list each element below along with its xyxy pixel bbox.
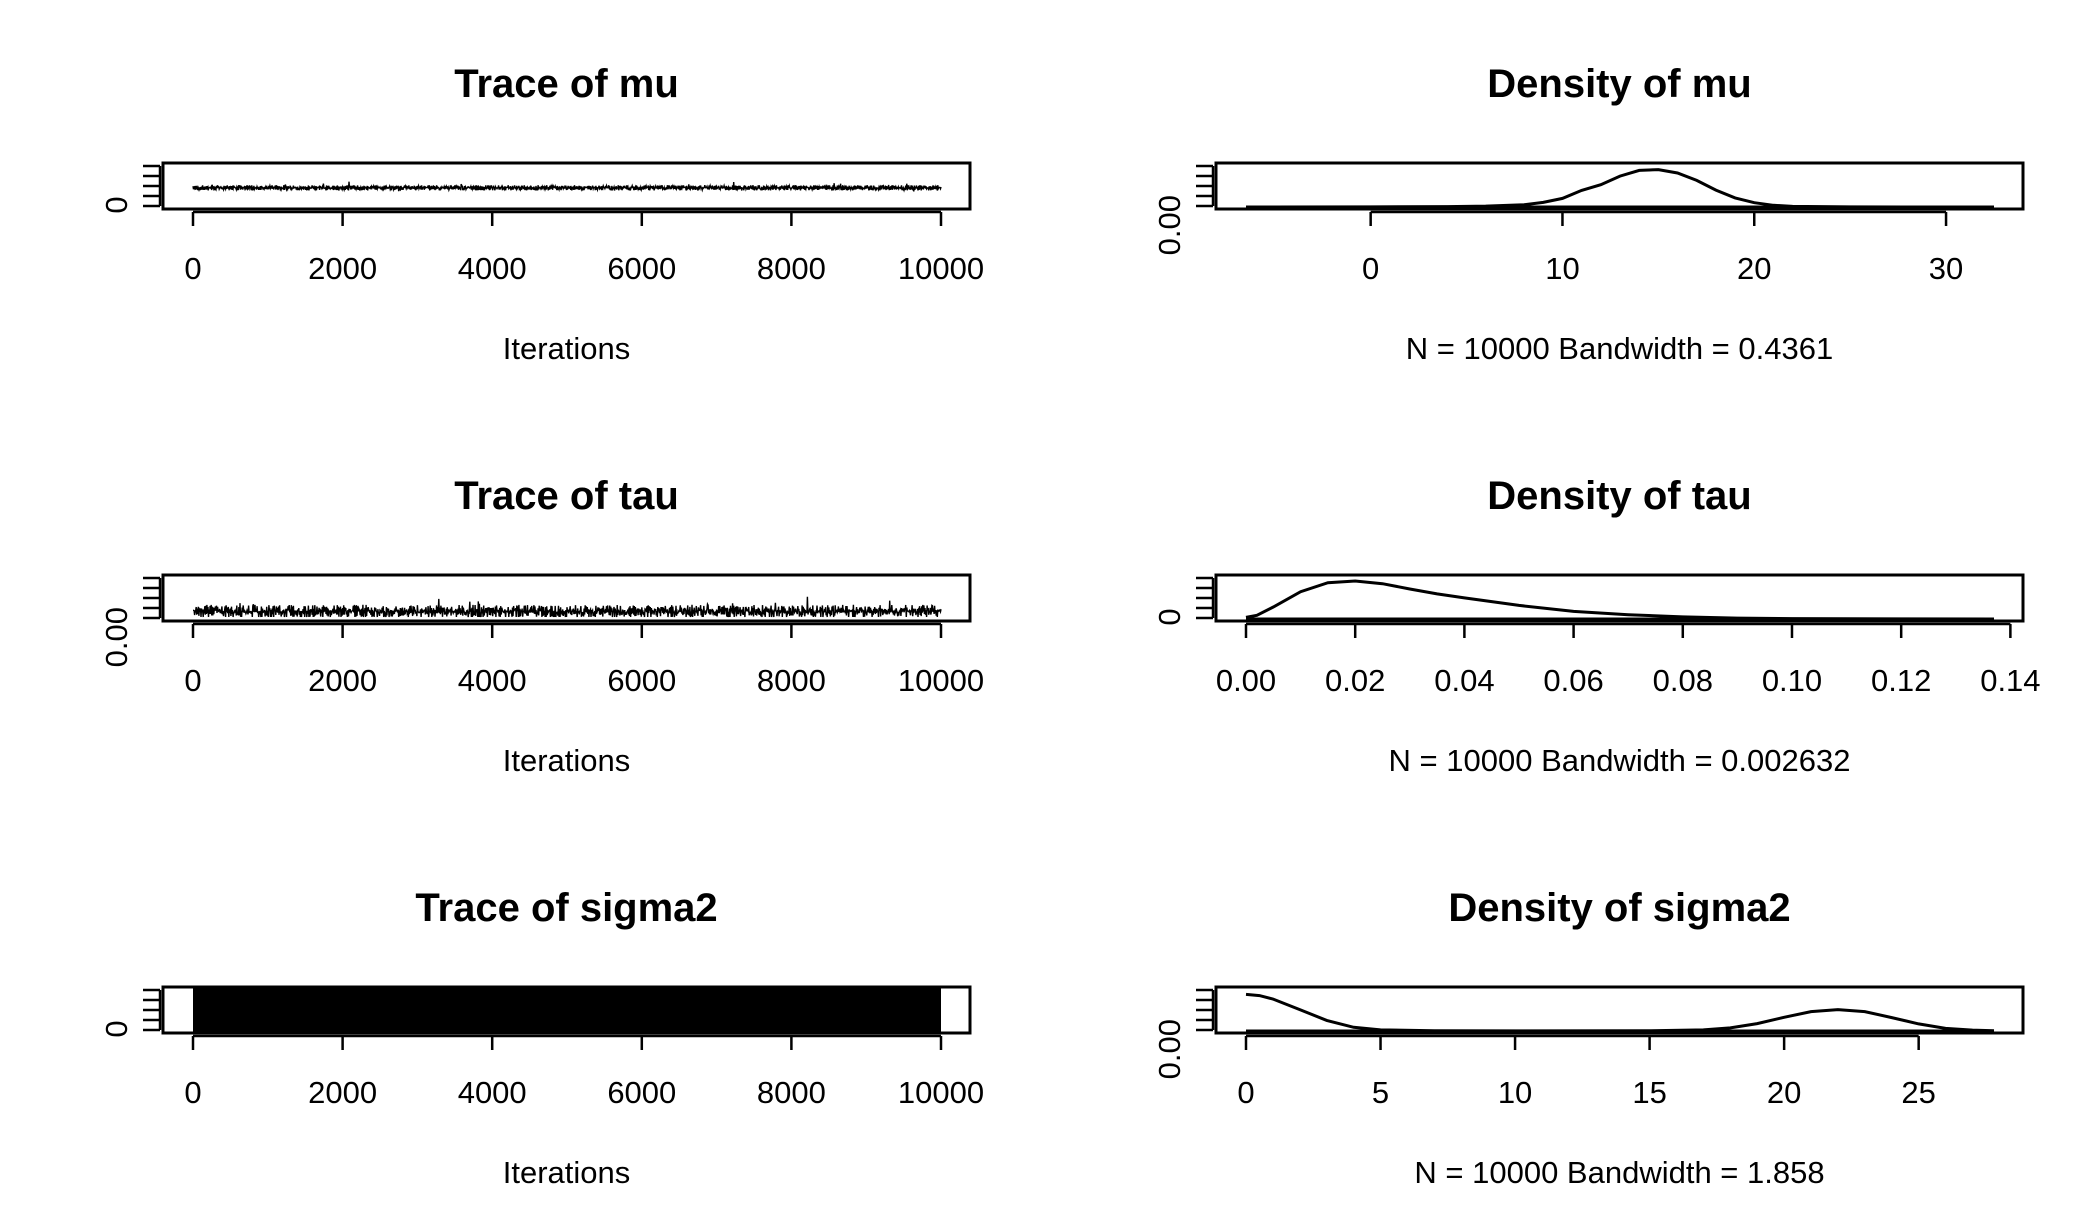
x-axis-label: N = 10000 Bandwidth = 0.4361 [1406, 331, 1833, 366]
x-tick-label: 4000 [458, 663, 527, 698]
density-curve [1245, 579, 1995, 621]
x-tick-label: 0 [184, 663, 201, 698]
x-tick-label: 0.12 [1871, 663, 1931, 698]
panel-title: Trace of tau [454, 474, 679, 518]
x-tick-label: 0 [1362, 251, 1379, 286]
x-tick-label: 0.06 [1543, 663, 1603, 698]
plot-frame [1214, 985, 2025, 1035]
x-axis-label: N = 10000 Bandwidth = 0.002632 [1389, 743, 1851, 778]
panel-title: Trace of sigma2 [415, 886, 717, 930]
x-tick-label: 2000 [308, 1075, 377, 1110]
x-tick-label: 2000 [308, 663, 377, 698]
trace-series [192, 181, 942, 193]
x-tick-label: 30 [1929, 251, 1963, 286]
x-tick-label: 5 [1372, 1075, 1389, 1110]
x-tick-label: 0.02 [1325, 663, 1385, 698]
x-tick-label: 10 [1545, 251, 1579, 286]
panel-1: Trace of mu Iterations 0 2000 4000 6000 8000 10… [99, 62, 984, 366]
x-tick-label: 10000 [898, 663, 984, 698]
plot-frame [161, 161, 972, 211]
plot-frame [1214, 161, 2025, 211]
density-curve [1245, 168, 1995, 209]
x-tick-label: 2000 [308, 251, 377, 286]
panel-5: Trace of sigma2 Iterations 0 2000 4000 6000 80… [99, 886, 984, 1190]
x-tick-label: 20 [1767, 1075, 1801, 1110]
y-tick-label: 0 [1152, 608, 1187, 625]
panel-6: Density of sigma2 N = 10000 Bandwidth = 1… [1152, 886, 2025, 1190]
x-tick-label: 25 [1901, 1075, 1935, 1110]
panel-title: Density of tau [1487, 474, 1751, 518]
y-tick-label: 0.00 [99, 607, 134, 667]
x-tick-label: 0 [1237, 1075, 1254, 1110]
trace-series [193, 596, 942, 618]
x-tick-label: 0.04 [1434, 663, 1494, 698]
x-tick-label: 15 [1632, 1075, 1666, 1110]
panel-3: Trace of tau Iterations 0 2000 4000 6000 8000 1… [99, 474, 984, 778]
x-tick-label: 0.10 [1762, 663, 1822, 698]
x-axis-label: N = 10000 Bandwidth = 1.858 [1414, 1155, 1824, 1190]
panel-title: Density of mu [1487, 62, 1751, 106]
plot-frame [161, 985, 972, 1035]
x-tick-label: 10000 [898, 1075, 984, 1110]
x-tick-label: 0.08 [1653, 663, 1713, 698]
y-tick-label: 0.00 [1152, 1019, 1187, 1079]
x-tick-label: 8000 [757, 663, 826, 698]
plot-frame [161, 573, 972, 623]
density-curve [1245, 992, 1995, 1033]
panel-4: Density of tau N = 10000 Bandwidth = 0.00… [1152, 474, 2041, 778]
x-tick-label: 0 [184, 1075, 201, 1110]
x-tick-label: 6000 [607, 663, 676, 698]
x-tick-label: 4000 [458, 1075, 527, 1110]
x-tick-label: 20 [1737, 251, 1771, 286]
x-axis-label: Iterations [503, 1155, 631, 1190]
x-tick-label: 4000 [458, 251, 527, 286]
x-tick-label: 6000 [607, 1075, 676, 1110]
panel-title: Density of sigma2 [1448, 886, 1790, 930]
x-axis-label: Iterations [503, 743, 631, 778]
panel-2: Density of mu N = 10000 Bandwidth = 0.436… [1152, 62, 2025, 366]
y-tick-label: 0 [99, 1020, 134, 1037]
plot-frame [1214, 573, 2025, 623]
x-tick-label: 0.14 [1980, 663, 2040, 698]
x-tick-label: 10000 [898, 251, 984, 286]
x-tick-label: 8000 [757, 251, 826, 286]
x-tick-label: 0.00 [1216, 663, 1276, 698]
x-tick-label: 0 [184, 251, 201, 286]
trace-series [193, 987, 941, 1033]
x-tick-label: 10 [1498, 1075, 1532, 1110]
x-tick-label: 8000 [757, 1075, 826, 1110]
y-tick-label: 0 [99, 196, 134, 213]
panel-title: Trace of mu [454, 62, 679, 106]
y-tick-label: 0.00 [1152, 195, 1187, 255]
x-tick-label: 6000 [607, 251, 676, 286]
x-axis-label: Iterations [503, 331, 631, 366]
